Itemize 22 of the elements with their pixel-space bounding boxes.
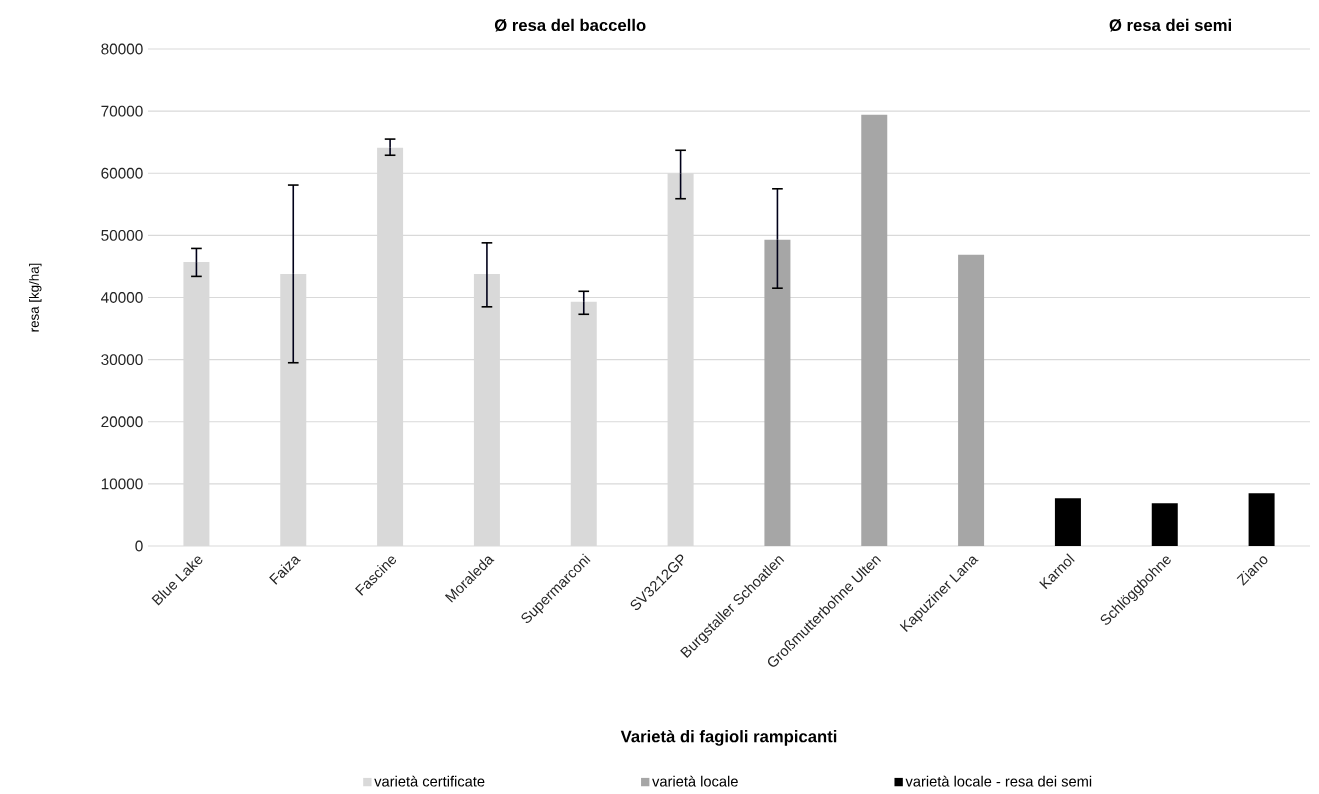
legend-label: varietà locale - resa dei semi — [905, 775, 1092, 787]
y-tick-label: 80000 — [101, 43, 143, 55]
bar — [1248, 493, 1275, 546]
bar — [1054, 498, 1081, 546]
y-tick-label: 10000 — [101, 478, 143, 490]
y-tick-label: 40000 — [101, 292, 143, 303]
bar — [764, 239, 791, 546]
bar — [958, 254, 985, 546]
y-tick-label: 60000 — [101, 167, 143, 179]
y-tick-label: 70000 — [101, 105, 143, 117]
bar — [861, 114, 888, 546]
legend-label: varietà certificate — [374, 775, 485, 787]
y-tick-label: 20000 — [101, 416, 143, 428]
text: Ø resa dei semi — [1109, 18, 1231, 32]
legend-label: varietà locale — [652, 775, 738, 787]
y-axis-title: resa [kg/ha] — [29, 263, 42, 332]
bar — [1151, 503, 1178, 546]
x-axis-title: Varietà di fagioli rampicanti — [620, 729, 837, 746]
text: Ø resa del baccello — [494, 18, 646, 32]
y-tick-label: 30000 — [101, 354, 143, 366]
y-tick-label: 50000 — [101, 229, 143, 241]
y-tick-label: 0 — [135, 540, 143, 552]
